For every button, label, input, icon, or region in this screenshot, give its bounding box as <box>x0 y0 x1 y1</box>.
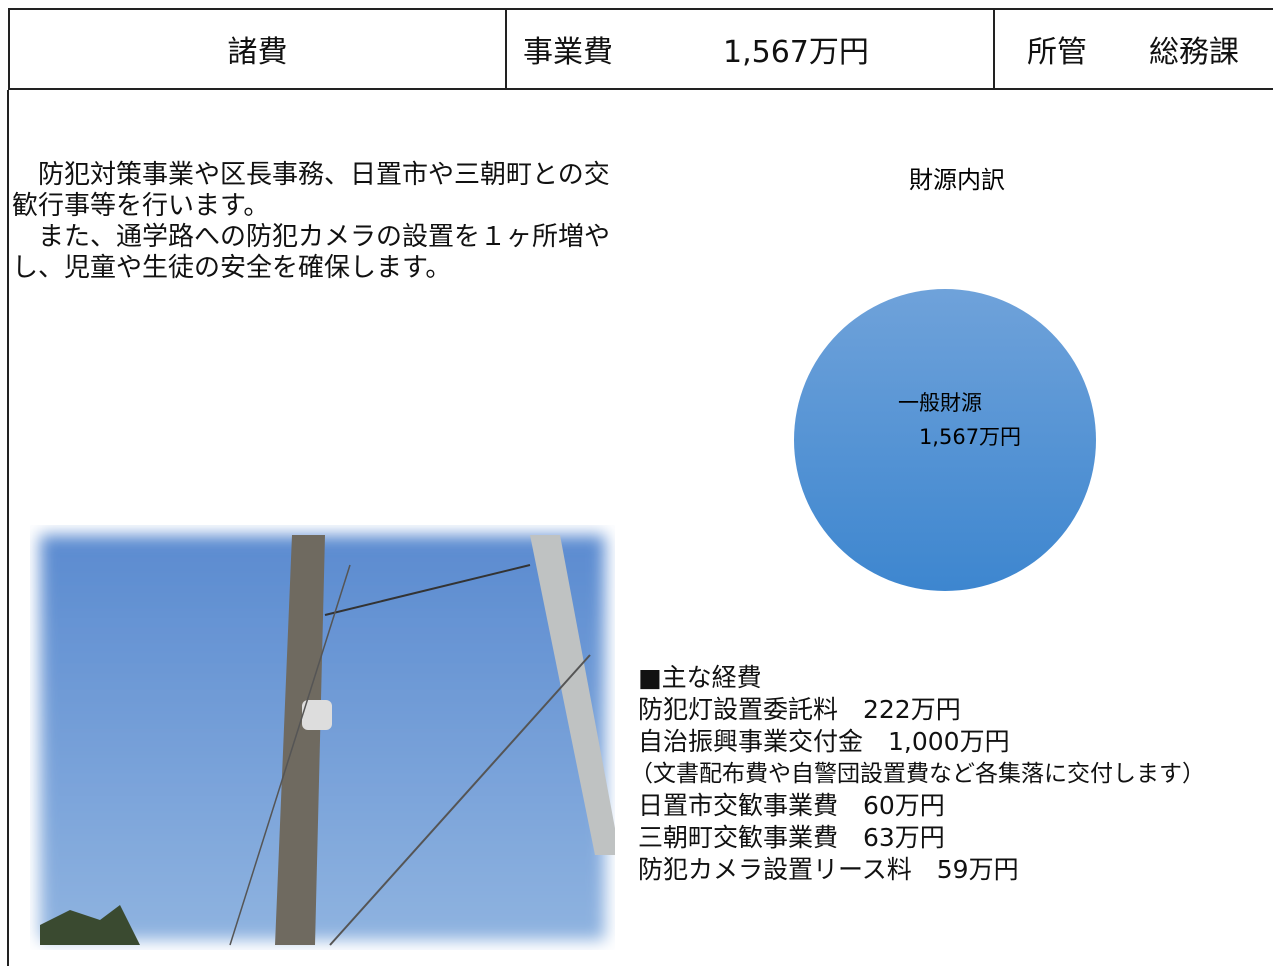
chart-title: 財源内訳 <box>909 166 1005 194</box>
expense-item: 三朝町交歓事業費 63万円 <box>638 823 945 852</box>
pie-slice <box>794 289 1096 591</box>
description: 防犯対策事業や区長事務、日置市や三朝町との交歓行事等を行います。 また、通学路へ… <box>12 160 612 284</box>
expense-item: 防犯カメラ設置リース料 59万円 <box>638 855 1019 884</box>
paragraph: また、通学路への防犯カメラの設置を１ヶ所増やし、児童や生徒の安全を確保します。 <box>12 222 611 283</box>
expenses-heading: ■主な経費 <box>638 663 762 692</box>
cost: 1,567万円 <box>723 35 869 70</box>
expense-item: （文書配布費や自警団設置費など各集落に交付します） <box>630 761 1205 787</box>
header: 諸費 事業費 1,567万円 所管 総務課 <box>8 8 1273 90</box>
expenses: ■主な経費 防犯灯設置委託料 222万円自治振興事業交付金 1,000万円 （文書… <box>630 662 1205 886</box>
photo <box>40 535 615 946</box>
slice-value: 1,567万円 <box>919 425 1021 449</box>
cost-label: 事業費 <box>523 35 613 70</box>
title: 諸費 <box>10 10 507 88</box>
paragraph: 防犯対策事業や区長事務、日置市や三朝町との交歓行事等を行います。 <box>12 160 610 221</box>
expense-item: 日置市交歓事業費 60万円 <box>638 791 945 820</box>
border <box>7 90 9 966</box>
expense-item: 自治振興事業交付金 1,000万円 <box>638 727 1010 756</box>
dept-cell: 所管 総務課 <box>995 10 1273 88</box>
slice-label: 一般財源 <box>898 391 982 415</box>
dept-label: 所管 <box>1027 35 1087 70</box>
pie-chart: 財源内訳 一般財源 1,567万円 <box>794 166 1096 591</box>
dept: 総務課 <box>1149 35 1239 70</box>
cost-cell: 事業費 1,567万円 <box>507 10 995 88</box>
expense-item: 防犯灯設置委託料 222万円 <box>638 695 961 724</box>
